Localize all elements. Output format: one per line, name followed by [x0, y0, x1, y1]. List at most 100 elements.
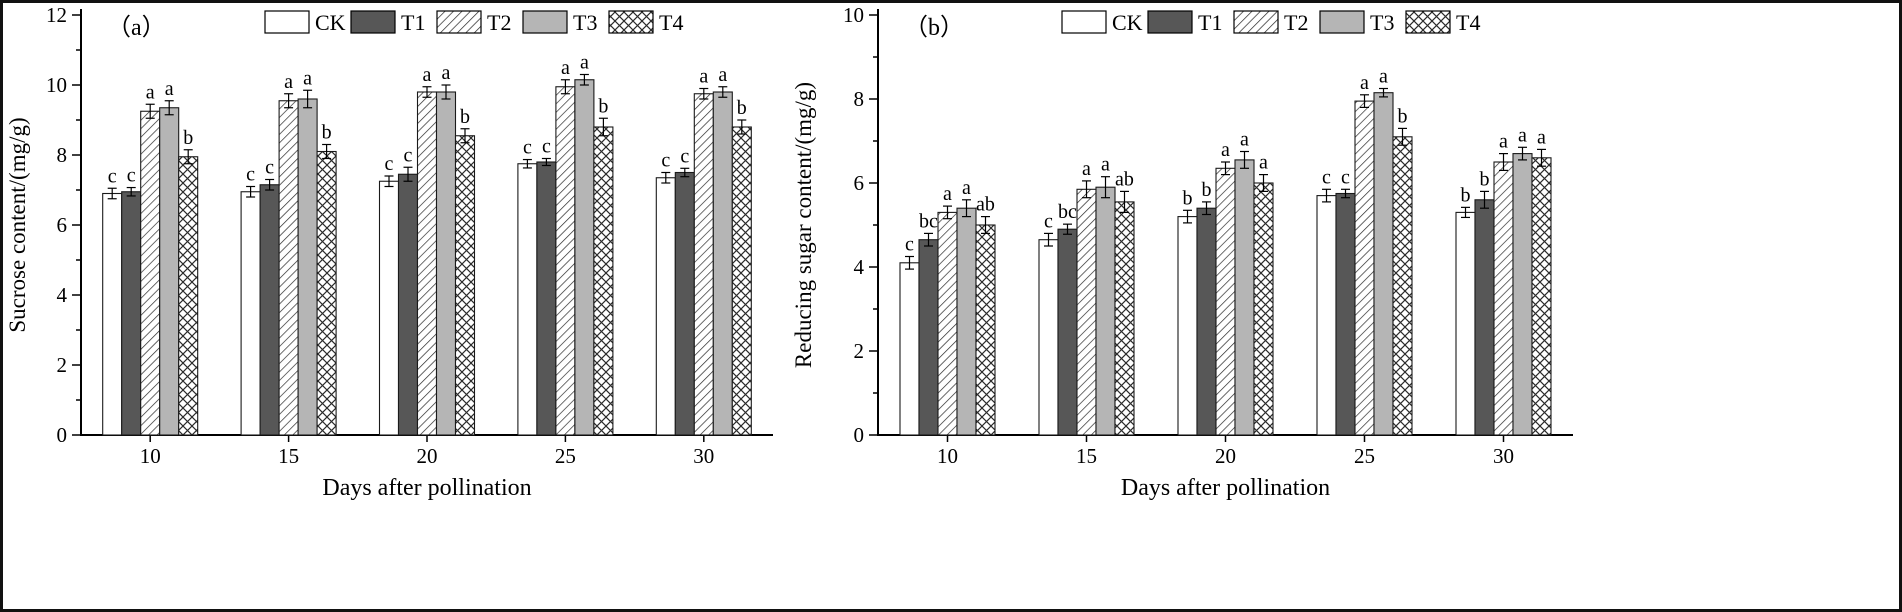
- y-tick-label: 8: [57, 143, 68, 167]
- significance-letter: a: [718, 64, 727, 86]
- significance-letter: a: [146, 81, 155, 103]
- significance-letter: a: [1537, 126, 1546, 148]
- y-tick-label: 8: [854, 87, 865, 111]
- significance-letter: c: [127, 165, 136, 187]
- bar-T3-day30: [712, 91, 733, 436]
- bar-CK-day10: [899, 262, 920, 436]
- x-tick-label: 30: [693, 444, 714, 468]
- bar-CK-day30: [1455, 211, 1476, 436]
- significance-letter: c: [265, 157, 274, 179]
- bar-T1-day10: [918, 239, 939, 436]
- x-tick-label: 25: [555, 444, 576, 468]
- legend-swatch-T1: [1147, 10, 1193, 34]
- y-tick-label: 6: [854, 171, 865, 195]
- legend-label-T3: T3: [1370, 10, 1394, 35]
- bar-T2-day15: [278, 100, 299, 436]
- bar-T3-day15: [1095, 186, 1116, 436]
- significance-letter: a: [423, 64, 432, 86]
- significance-letter: a: [561, 57, 570, 79]
- bar-T4-day30: [731, 126, 752, 436]
- y-axis-label: Sucrose content/(mg/g): [5, 117, 30, 332]
- bar-T3-day25: [1373, 92, 1394, 436]
- y-tick-label: 6: [57, 213, 68, 237]
- legend-label-T1: T1: [401, 10, 425, 35]
- bar-T3-day15: [297, 98, 318, 436]
- x-tick-label: 10: [140, 444, 161, 468]
- bar-T2-day30: [693, 93, 714, 436]
- bar-T2-day25: [555, 86, 576, 436]
- y-tick-label: 4: [854, 255, 865, 279]
- bar-T4-day15: [316, 150, 337, 436]
- significance-letter: b: [598, 95, 608, 117]
- significance-letter: c: [246, 164, 255, 186]
- legend-swatch-CK: [264, 10, 310, 34]
- bar-T1-day10: [121, 191, 142, 436]
- legend-label-T3: T3: [573, 10, 597, 35]
- bar-CK-day10: [102, 192, 123, 436]
- legend-label-T2: T2: [1284, 10, 1308, 35]
- significance-letter: b: [1183, 187, 1193, 209]
- x-tick-label: 20: [1215, 444, 1236, 468]
- bar-T4-day25: [1392, 136, 1413, 436]
- y-tick-label: 0: [854, 423, 865, 447]
- bar-T4-day10: [975, 224, 996, 436]
- bar-T2-day30: [1493, 161, 1514, 436]
- significance-letter: a: [580, 52, 589, 74]
- bar-T3-day25: [574, 79, 595, 436]
- x-tick-label: 15: [1076, 444, 1097, 468]
- bar-T4-day15: [1114, 201, 1135, 436]
- bar-T3-day30: [1512, 153, 1533, 436]
- legend-label-T2: T2: [487, 10, 511, 35]
- significance-letter: a: [1101, 154, 1110, 176]
- bar-T1-day25: [1335, 192, 1356, 436]
- legend-label-T4: T4: [1456, 10, 1480, 35]
- panel-label: （a）: [107, 15, 166, 41]
- y-axis-label: Reducing sugar content/(mg/g): [793, 82, 816, 368]
- bar-T3-day20: [1234, 159, 1255, 436]
- x-tick-label: 30: [1493, 444, 1514, 468]
- significance-letter: c: [905, 234, 914, 256]
- bar-CK-day25: [517, 163, 538, 436]
- bar-CK-day25: [1316, 195, 1337, 436]
- y-tick-label: 10: [843, 3, 864, 27]
- bar-T1-day30: [1474, 199, 1495, 436]
- significance-letter: a: [165, 78, 174, 100]
- y-tick-label: 12: [46, 3, 67, 27]
- bar-T2-day25: [1354, 100, 1375, 436]
- legend-swatch-T3: [1319, 10, 1365, 34]
- bar-T3-day10: [956, 207, 977, 436]
- bar-T1-day25: [536, 161, 557, 436]
- bar-T4-day10: [178, 156, 199, 436]
- bar-CK-day15: [240, 191, 261, 436]
- significance-letter: c: [1044, 210, 1053, 232]
- legend-swatch-T1: [350, 10, 396, 34]
- legend-label-CK: CK: [315, 10, 346, 35]
- legend-label-CK: CK: [1112, 10, 1143, 35]
- legend-swatch-T2: [1233, 10, 1279, 34]
- bar-T2-day20: [416, 91, 438, 436]
- significance-letter: a: [1518, 124, 1527, 146]
- bar-T1-day30: [674, 171, 695, 436]
- bar-CK-day30: [655, 177, 676, 436]
- bar-T4-day20: [1253, 182, 1274, 436]
- significance-letter: b: [460, 106, 470, 128]
- significance-letter: a: [699, 66, 708, 88]
- bar-T2-day15: [1076, 188, 1097, 436]
- significance-letter: c: [1341, 166, 1350, 188]
- x-axis-label: Days after pollination: [322, 475, 531, 501]
- significance-letter: a: [1240, 129, 1249, 151]
- significance-letter: a: [1221, 139, 1230, 161]
- significance-letter: b: [737, 97, 747, 119]
- x-tick-label: 20: [417, 444, 438, 468]
- significance-letter: c: [385, 153, 394, 175]
- y-tick-label: 4: [57, 283, 68, 307]
- significance-letter: c: [542, 136, 551, 158]
- significance-letter: bc: [919, 210, 938, 232]
- significance-letter: c: [404, 144, 413, 166]
- bar-T3-day20: [435, 91, 457, 436]
- significance-letter: a: [1360, 72, 1369, 94]
- significance-letter: a: [1259, 152, 1268, 174]
- panel-a: 0 2 4 6 8 10 12 10 c c a a b 15 c c a a b 20 c c a a b 25 c c a a b 30 c…: [3, 3, 793, 609]
- significance-letter: b: [1202, 179, 1212, 201]
